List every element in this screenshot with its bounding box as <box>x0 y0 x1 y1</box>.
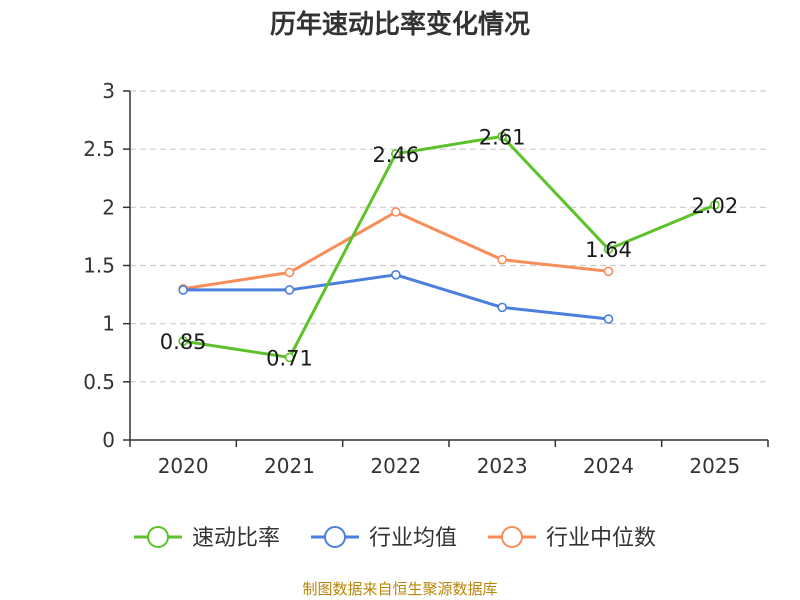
legend-marker <box>501 526 523 548</box>
y-tick-label: 3 <box>102 79 115 103</box>
y-tick-label: 2.5 <box>83 137 115 161</box>
data-label: 1.64 <box>585 238 632 262</box>
legend: 速动比率 行业均值 行业中位数 <box>134 526 656 551</box>
y-tick-label: 1 <box>102 312 115 336</box>
legend-label: 速动比率 <box>192 526 280 551</box>
x-tick-label: 2022 <box>370 454 421 478</box>
data-point <box>284 352 295 363</box>
data-point <box>284 285 295 295</box>
y-tick-label: 0 <box>102 428 115 452</box>
data-point <box>603 266 614 277</box>
chart-title: 历年速动比率变化情况 <box>270 9 530 40</box>
data-labels: 0.85 0.71 2.46 2.61 1.64 2.02 <box>160 125 738 370</box>
y-tick-label: 0.5 <box>83 370 115 394</box>
series-line <box>181 134 717 359</box>
data-label: 0.71 <box>266 346 313 370</box>
data-point <box>391 270 401 280</box>
series <box>178 131 720 363</box>
x-tick-label: 2021 <box>264 454 315 478</box>
data-point <box>284 267 295 278</box>
source-note: 制图数据来自恒生聚源数据库 <box>302 580 497 598</box>
data-point <box>178 285 188 295</box>
data-point <box>710 200 720 210</box>
data-point <box>497 254 507 265</box>
data-point <box>497 302 507 313</box>
data-point <box>603 314 614 324</box>
data-point <box>391 207 401 217</box>
data-label: 2.02 <box>691 194 738 218</box>
series-line <box>181 273 610 321</box>
data-label: 2.46 <box>372 143 419 167</box>
data-point <box>497 131 507 142</box>
x-tick-label: 2020 <box>158 454 209 478</box>
data-point <box>391 149 401 159</box>
data-label: 2.61 <box>479 125 526 149</box>
y-tick-label: 1.5 <box>83 254 115 278</box>
x-tick-label: 2025 <box>689 454 740 478</box>
legend-marker <box>147 526 169 548</box>
data-point <box>603 244 614 255</box>
gridlines <box>130 90 768 383</box>
y-tick-label: 2 <box>102 195 115 219</box>
legend-marker <box>324 526 346 548</box>
axes: 0 0.5 1 1.5 2 2.5 3 2020 2021 2022 2023 2024 2025 <box>83 79 769 478</box>
data-label: 0.85 <box>160 330 207 354</box>
x-tick-label: 2023 <box>477 454 528 478</box>
legend-label: 行业中位数 <box>546 526 656 551</box>
legend-label: 行业均值 <box>369 526 457 551</box>
data-point <box>178 336 188 346</box>
x-tick-label: 2024 <box>583 454 634 478</box>
